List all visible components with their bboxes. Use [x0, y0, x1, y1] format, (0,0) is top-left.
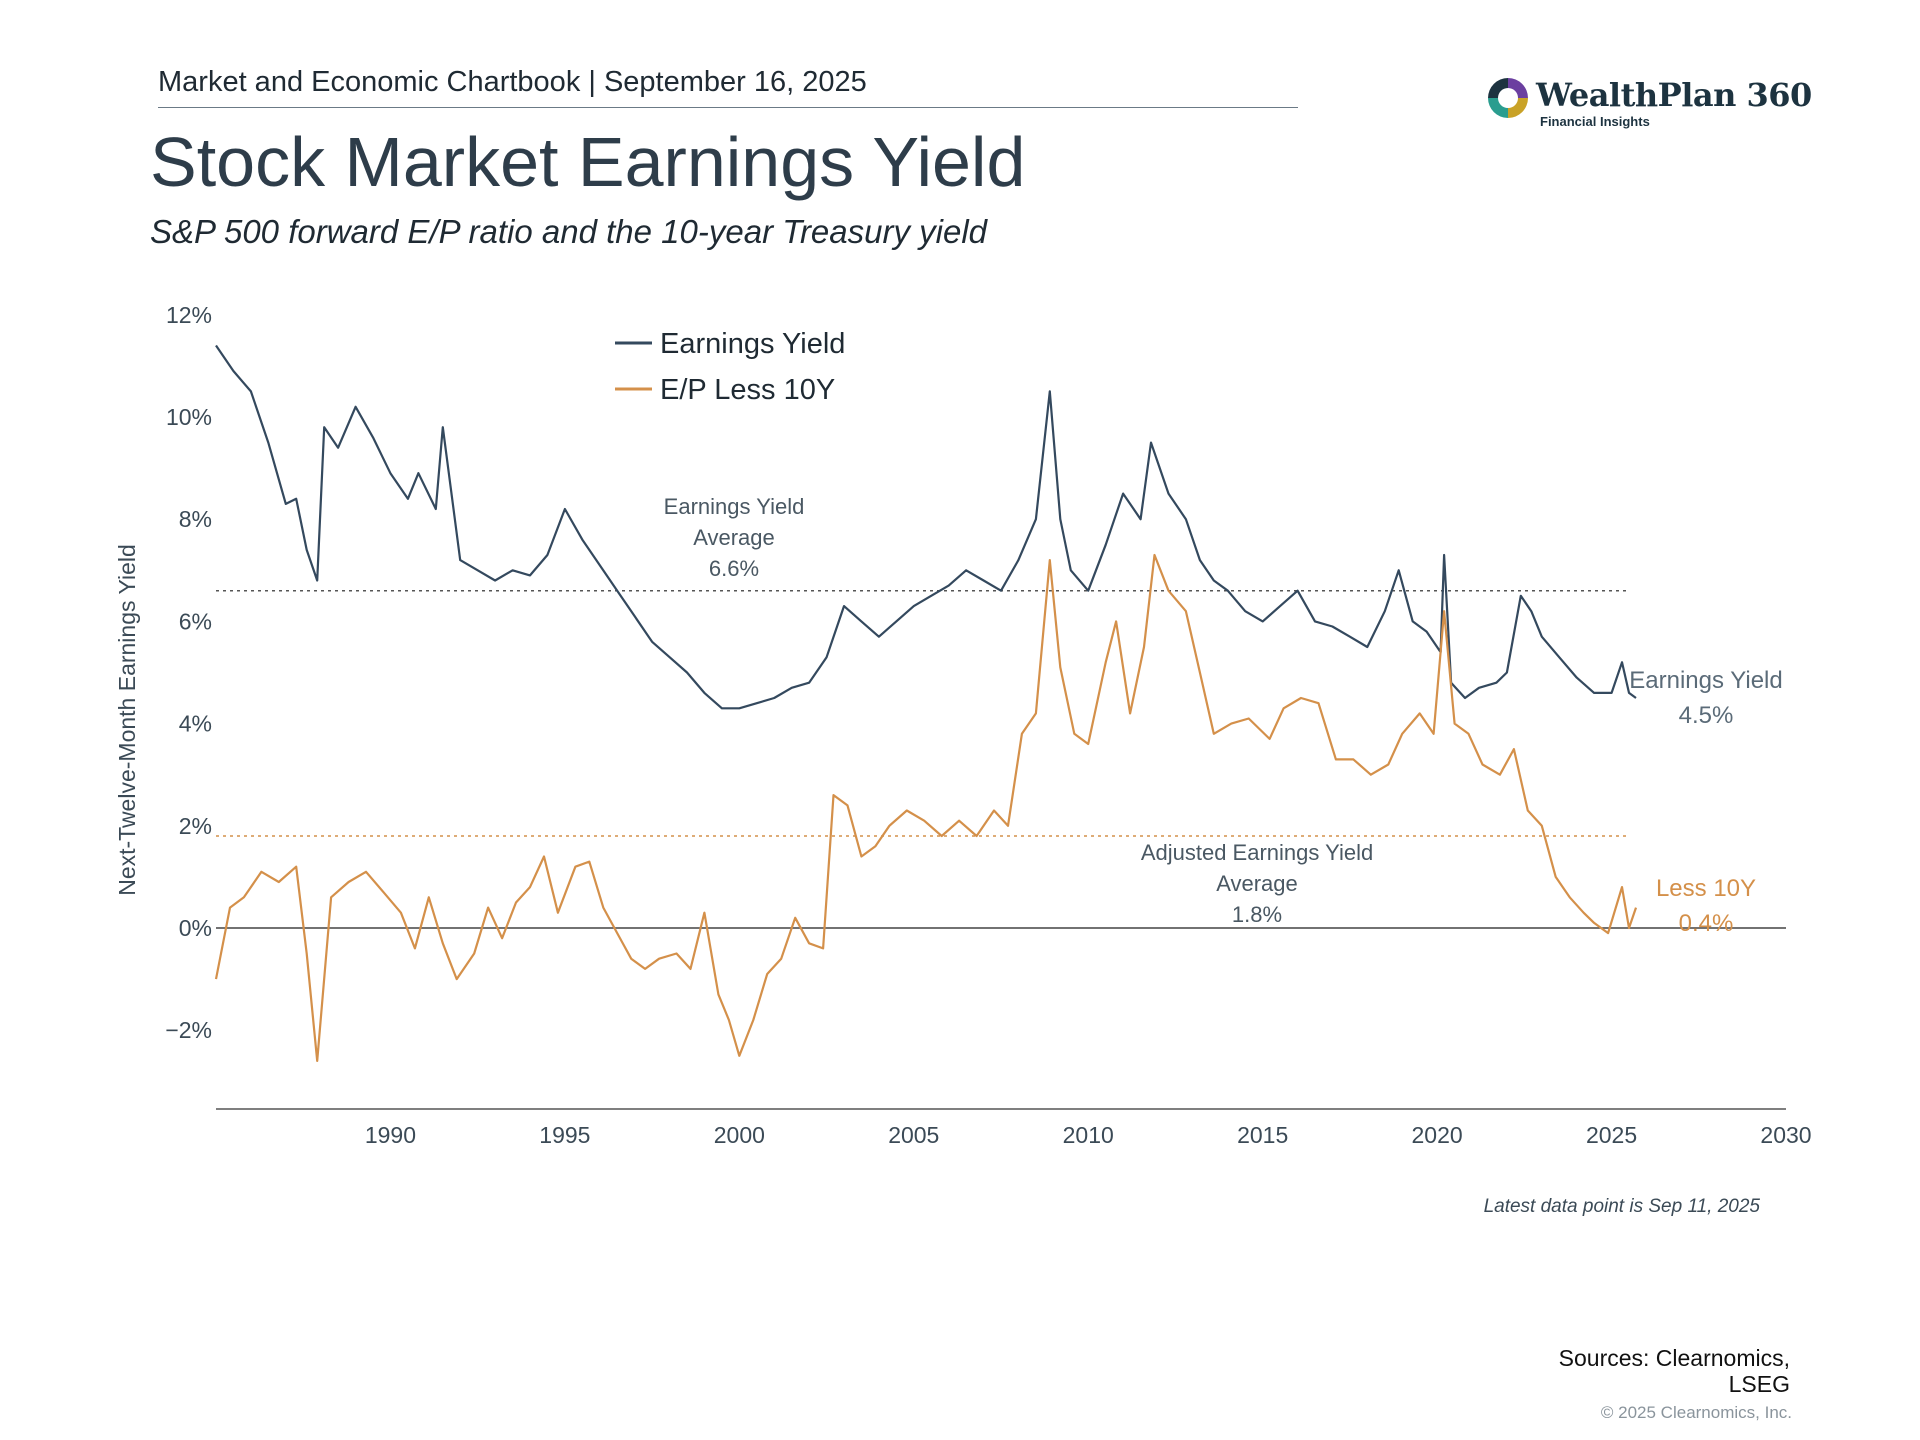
chart-subtitle: S&P 500 forward E/P ratio and the 10-yea…	[150, 213, 988, 250]
sources-line-1: Sources: Clearnomics,	[1558, 1345, 1790, 1371]
less-10y-end-annotation: Less 10Y	[1656, 875, 1756, 902]
earnings-yield-average-annotation: 6.6%	[709, 556, 759, 581]
x-tick-label: 2005	[888, 1122, 939, 1148]
x-tick-label: 2010	[1063, 1122, 1114, 1148]
earnings-yield-average-annotation: Earnings Yield	[664, 494, 805, 519]
y-tick-label: 0%	[179, 915, 212, 941]
latest-data-footnote: Latest data point is Sep 11, 2025	[1483, 1196, 1760, 1217]
x-tick-label: 2025	[1586, 1122, 1637, 1148]
logo-name: WealthPlan 360	[1536, 76, 1812, 114]
adjusted-average-annotation: 1.8%	[1232, 902, 1282, 927]
earnings-yield-end-annotation: 4.5%	[1679, 702, 1734, 729]
y-axis-label: Next-Twelve-Month Earnings Yield	[114, 544, 140, 896]
y-tick-label: 12%	[166, 302, 212, 328]
logo-swirl-icon	[1488, 78, 1528, 118]
y-tick-label: 2%	[179, 813, 212, 839]
x-tick-label: 2000	[714, 1122, 765, 1148]
y-tick-label: 10%	[166, 404, 212, 430]
x-tick-label: 2030	[1760, 1122, 1811, 1148]
y-tick-label: 8%	[179, 506, 212, 532]
earnings-yield-end-annotation: Earnings Yield	[1629, 667, 1782, 694]
adjusted-average-annotation: Adjusted Earnings Yield	[1141, 840, 1373, 865]
x-tick-label: 1990	[365, 1122, 416, 1148]
adjusted-average-annotation: Average	[1216, 871, 1298, 896]
y-tick-label: −2%	[165, 1017, 212, 1043]
earnings-yield-average-annotation: Average	[693, 525, 775, 550]
logo-tagline: Financial Insights	[1540, 114, 1650, 129]
legend-label: E/P Less 10Y	[660, 374, 835, 406]
x-tick-label: 1995	[539, 1122, 590, 1148]
chartbook-header: Market and Economic Chartbook | Septembe…	[158, 66, 867, 98]
ep-less-10y-series-line	[214, 553, 1638, 1062]
header-rule	[158, 107, 1298, 108]
less-10y-end-annotation: 0.4%	[1679, 910, 1734, 937]
sources-note: Sources: Clearnomics, LSEG	[1490, 1345, 1790, 1397]
copyright-note: © 2025 Clearnomics, Inc.	[1600, 1403, 1792, 1422]
x-tick-label: 2020	[1412, 1122, 1463, 1148]
y-tick-label: 4%	[179, 711, 212, 737]
chart-title: Stock Market Earnings Yield	[150, 123, 1026, 201]
wealthplan-logo: WealthPlan 360 Financial Insights	[1484, 74, 1812, 134]
legend-label: Earnings Yield	[660, 328, 845, 360]
y-tick-label: 6%	[179, 608, 212, 634]
x-tick-label: 2015	[1237, 1122, 1288, 1148]
earnings-yield-series-line	[215, 344, 1637, 710]
sources-line-2: LSEG	[1728, 1371, 1790, 1397]
